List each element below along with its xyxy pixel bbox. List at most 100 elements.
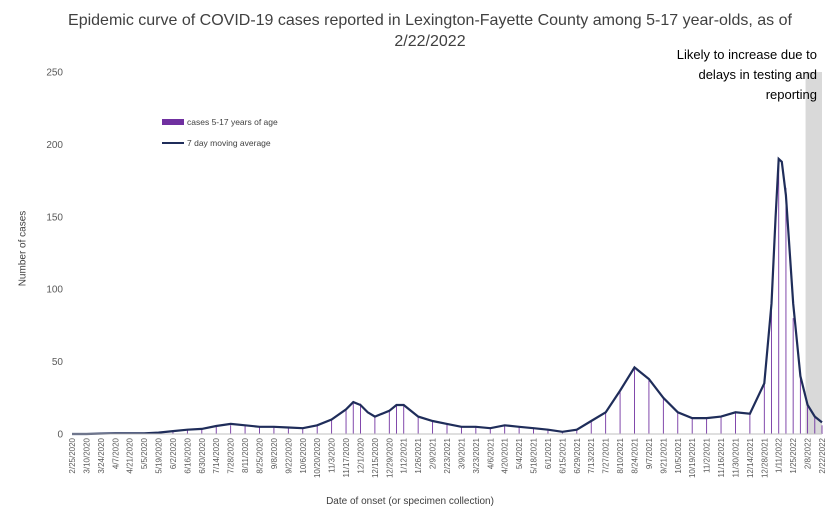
- case-bar: [504, 425, 506, 434]
- case-bar: [302, 428, 304, 434]
- case-bar: [374, 416, 376, 434]
- case-bar: [475, 426, 477, 434]
- x-tick-label: 3/9/2021: [457, 437, 466, 469]
- x-tick-label: 4/21/2020: [126, 437, 135, 473]
- x-tick-label: 6/16/2020: [183, 437, 192, 473]
- x-tick-label: 6/1/2021: [544, 437, 553, 469]
- x-tick-label: 10/5/2021: [674, 437, 683, 473]
- case-bar: [792, 318, 794, 434]
- case-bar: [396, 405, 397, 434]
- case-bar: [561, 432, 563, 434]
- case-bar: [186, 429, 188, 434]
- case-bar: [720, 416, 722, 434]
- case-bar: [799, 376, 801, 434]
- x-tick-label: 4/7/2020: [111, 437, 120, 469]
- x-tick-label: 1/12/2021: [400, 437, 409, 473]
- x-tick-label: 4/20/2021: [501, 437, 510, 473]
- x-tick-label: 2/22/2022: [818, 437, 827, 473]
- y-tick-label: 200: [46, 140, 63, 151]
- x-tick-label: 11/17/2020: [342, 437, 351, 477]
- case-bar: [230, 425, 232, 434]
- case-bar: [619, 390, 621, 434]
- y-tick-label: 150: [46, 212, 63, 223]
- reporting-delay-annotation: Likely to increase due to delays in test…: [676, 47, 817, 102]
- legend-item-average: 7 day moving average: [162, 138, 271, 148]
- case-bar: [735, 412, 736, 434]
- case-bar: [316, 425, 318, 434]
- x-tick-label: 11/3/2020: [328, 437, 337, 473]
- case-bar: [345, 409, 347, 434]
- case-bar: [172, 431, 174, 434]
- case-bar: [771, 303, 772, 434]
- case-bar: [244, 425, 246, 434]
- x-tick-label: 6/29/2021: [573, 437, 582, 473]
- case-bar: [460, 426, 462, 434]
- x-tick-label: 12/28/2021: [760, 437, 769, 478]
- y-tick-label: 50: [52, 357, 64, 368]
- bar-series: [100, 166, 823, 434]
- x-tick-label: 5/18/2021: [530, 437, 539, 473]
- case-bar: [763, 383, 765, 434]
- x-tick-label: 8/11/2020: [241, 437, 250, 473]
- x-tick-label: 1/26/2021: [414, 437, 423, 473]
- x-tick-label: 7/13/2021: [587, 437, 596, 473]
- case-bar: [403, 405, 405, 434]
- x-tick-label: 8/24/2021: [631, 437, 640, 473]
- x-tick-label: 5/19/2020: [155, 437, 164, 473]
- shaded-period: [805, 72, 822, 434]
- x-tick-label: 6/15/2021: [558, 437, 567, 473]
- case-bar: [259, 426, 260, 434]
- case-bar: [273, 426, 275, 434]
- case-bar: [489, 428, 491, 434]
- x-tick-label: 2/9/2021: [429, 437, 438, 469]
- case-bar: [677, 412, 679, 434]
- case-bar: [533, 428, 534, 434]
- moving-average-line: [72, 156, 823, 436]
- x-tick-label: 12/29/2020: [385, 437, 394, 478]
- x-tick-label: 12/14/2021: [746, 437, 755, 478]
- case-bar: [432, 420, 434, 434]
- legend-label-average: 7 day moving average: [187, 138, 271, 148]
- x-tick-label: 6/30/2020: [198, 437, 207, 473]
- case-bar: [331, 419, 333, 434]
- x-tick-label: 10/19/2021: [688, 437, 697, 478]
- case-bar: [215, 426, 217, 434]
- case-bar: [605, 412, 607, 434]
- legend-line-swatch: [162, 142, 184, 144]
- x-tick-label: 11/16/2021: [717, 437, 726, 477]
- case-bar: [576, 429, 578, 434]
- case-bar: [648, 378, 650, 434]
- x-tick-label: 3/23/2021: [472, 437, 481, 473]
- legend-item-cases: cases 5-17 years of age: [162, 117, 278, 127]
- x-tick-label: 12/1/2020: [356, 437, 365, 473]
- x-axis-label: Date of onset (or specimen collection): [326, 496, 494, 507]
- x-tick-label: 7/14/2020: [212, 437, 221, 473]
- x-tick-label: 5/4/2021: [515, 437, 524, 469]
- x-tick-label: 2/25/2020: [68, 437, 77, 473]
- legend-label-cases: cases 5-17 years of age: [187, 117, 278, 127]
- case-bar: [807, 405, 809, 434]
- case-bar: [749, 413, 751, 434]
- x-tick-label: 10/6/2020: [299, 437, 308, 473]
- x-tick-label: 12/15/2020: [371, 437, 380, 478]
- x-tick-label: 8/10/2021: [616, 437, 625, 473]
- x-tick-label: 4/6/2021: [486, 437, 495, 469]
- case-bar: [417, 416, 419, 434]
- case-bar: [547, 429, 549, 434]
- case-bar: [590, 420, 592, 434]
- case-bar: [201, 428, 203, 434]
- case-bar: [778, 166, 780, 434]
- case-bar: [691, 418, 693, 434]
- case-bar: [388, 410, 390, 434]
- case-bar: [706, 418, 708, 434]
- x-tick-label: 6/2/2020: [169, 437, 178, 469]
- case-bar: [634, 368, 635, 434]
- x-tick-label: 11/2/2021: [703, 437, 712, 473]
- case-bar: [785, 187, 787, 434]
- case-bar: [518, 426, 520, 434]
- case-bar: [352, 402, 354, 434]
- case-bar: [360, 403, 361, 434]
- case-bar: [814, 416, 816, 434]
- x-tick-label: 9/7/2021: [645, 437, 654, 469]
- x-tick-labels: 2/25/2020 3/10/2020 3/24/2020 4/7/2020 4/21/…: [68, 437, 827, 478]
